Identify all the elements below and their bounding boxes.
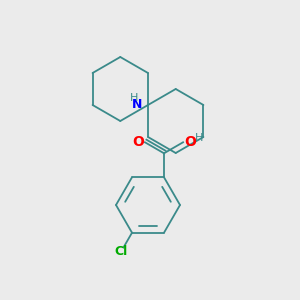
Text: Cl: Cl: [114, 245, 128, 258]
Text: H: H: [130, 93, 138, 103]
Text: O: O: [132, 135, 144, 149]
Text: H: H: [195, 133, 203, 143]
Text: N: N: [132, 98, 142, 112]
Text: O: O: [184, 135, 196, 149]
